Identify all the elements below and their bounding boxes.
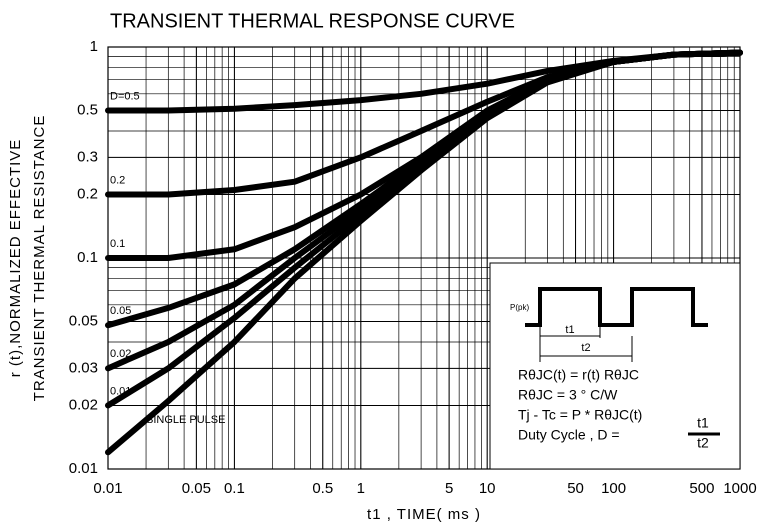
series-label: D=0.5 <box>110 90 140 102</box>
x-tick-label: 10 <box>479 480 496 497</box>
pulse-label: P(pk) <box>510 303 529 312</box>
inset-formula: RθJC = 3 ° C/W <box>518 387 618 403</box>
x-tick-label: 100 <box>601 480 626 497</box>
y-axis-label: r (t),NORMALIZED EFFECTIVE <box>7 139 24 378</box>
y-tick-label: 0.02 <box>69 396 98 413</box>
x-tick-label: 0.5 <box>312 480 333 497</box>
x-tick-label: 0.01 <box>93 480 122 497</box>
x-tick-label: 1000 <box>723 480 756 497</box>
x-tick-label: 0.1 <box>224 480 245 497</box>
y-tick-label: 0.03 <box>69 359 98 376</box>
y-tick-label: 0.1 <box>77 249 98 266</box>
inset-formula: Duty Cycle , D = <box>518 427 620 443</box>
y-tick-label: 0.2 <box>77 185 98 202</box>
series-label: 0.02 <box>110 348 131 360</box>
curve <box>105 49 743 456</box>
x-tick-label: 500 <box>689 480 714 497</box>
y-tick-label: 0.01 <box>69 460 98 477</box>
inset-t1: t1 <box>565 324 574 336</box>
dim-lines <box>539 322 633 362</box>
curve <box>105 49 743 114</box>
x-tick-label: 1 <box>357 480 365 497</box>
inset-formula: RθJC(t) = r(t) RθJC <box>518 367 639 383</box>
series-label: 0.2 <box>110 174 125 186</box>
pulse-waveform <box>525 287 708 327</box>
x-tick-label: 5 <box>445 480 453 497</box>
series-label: 0.05 <box>110 305 131 317</box>
y-tick-label: 0.3 <box>77 148 98 165</box>
x-tick-label: 50 <box>567 480 584 497</box>
series-label: 0.01 <box>110 385 131 397</box>
series-label: SINGLE PULSE <box>146 414 225 426</box>
y-tick-label: 0.5 <box>77 101 98 118</box>
x-tick-label: 0.05 <box>182 480 211 497</box>
inset-fraction: t2 <box>697 435 709 451</box>
y-tick-label: 0.05 <box>69 312 98 329</box>
inset-t2: t2 <box>581 342 590 354</box>
inset-fraction: t1 <box>697 415 709 431</box>
inset-formula: Tj - Tc = P * RθJC(t) <box>518 407 642 423</box>
y-axis-label: TRANSIENT THERMAL RESISTANCE <box>31 115 48 402</box>
curve <box>105 49 743 198</box>
chart-title: TRANSIENT THERMAL RESPONSE CURVE <box>110 10 515 32</box>
y-tick-label: 1 <box>90 38 98 55</box>
x-axis-label: t1 , TIME( ms ) <box>367 506 481 523</box>
series-label: 0.1 <box>110 238 125 250</box>
inset: P(pk) t1 t2 RθJC(t) = r(t) RθJC RθJC = 3 ° C… <box>489 262 741 470</box>
